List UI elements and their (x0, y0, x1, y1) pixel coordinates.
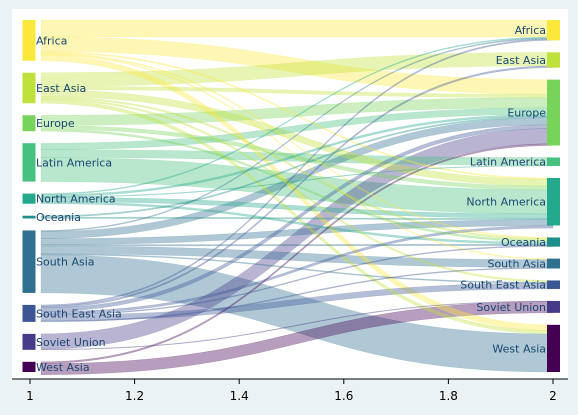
flow-south-asia-to-north-america (40, 219, 554, 245)
nodes-group (22, 20, 560, 372)
x-tick-label-1-2: 1.2 (125, 389, 144, 403)
flow-africa-to-africa (40, 19, 554, 38)
x-tick-label-1-4: 1.4 (230, 389, 249, 403)
left-label-west-asia: West Asia (36, 361, 90, 374)
right-node-soviet-union (547, 300, 560, 313)
x-tick-label-1-6: 1.6 (334, 389, 353, 403)
right-label-north-america: North America (466, 196, 546, 209)
flow-south-asia-to-oceania (40, 243, 554, 247)
right-label-europe: Europe (507, 107, 546, 120)
x-tick-label-2: 2 (549, 389, 557, 403)
left-node-oceania (22, 215, 36, 219)
left-label-north-america: North America (36, 193, 116, 206)
right-node-east-asia (547, 52, 560, 68)
x-tick-label-1-8: 1.8 (439, 389, 458, 403)
right-label-africa: Africa (515, 24, 546, 37)
left-label-oceania: Oceania (36, 211, 81, 224)
left-node-south-east-asia (22, 304, 36, 322)
flow-south-east-asia-to-oceania (40, 245, 554, 316)
left-node-west-asia (22, 361, 36, 372)
right-label-soviet-union: Soviet Union (476, 301, 546, 314)
flow-west-asia-to-soviet-union (40, 301, 554, 375)
right-node-south-asia (547, 258, 560, 269)
left-label-east-asia: East Asia (36, 82, 86, 95)
right-node-south-east-asia (547, 280, 560, 289)
plot-area (12, 9, 568, 379)
right-label-south-asia: South Asia (487, 258, 546, 271)
flow-west-asia-to-europe (40, 143, 554, 364)
flows-group (40, 19, 554, 375)
right-node-west-asia (547, 324, 560, 372)
right-node-europe (547, 79, 560, 146)
x-axis: 1 1.2 1.4 1.6 1.8 2 (12, 378, 568, 403)
right-node-north-america (547, 177, 560, 226)
right-node-oceania (547, 237, 560, 247)
left-node-east-asia (22, 72, 36, 104)
right-node-africa (547, 20, 560, 41)
left-label-europe: Europe (36, 117, 75, 130)
labels-group: Africa East Asia Europe Latin America North … (36, 24, 546, 374)
right-label-south-east-asia: South East Asia (460, 279, 546, 292)
left-label-soviet-union: Soviet Union (36, 336, 106, 349)
left-label-south-asia: South Asia (36, 256, 95, 269)
left-node-north-america (22, 193, 36, 204)
left-node-latin-america (22, 143, 36, 182)
left-node-europe (22, 115, 36, 132)
left-node-south-asia (22, 230, 36, 293)
right-label-latin-america: Latin America (470, 156, 546, 169)
flow-north-america-to-latin-america (40, 165, 554, 198)
left-node-africa (22, 20, 36, 61)
left-node-soviet-union (22, 333, 36, 350)
right-label-oceania: Oceania (501, 236, 546, 249)
right-node-latin-america (547, 157, 560, 166)
flow-south-east-asia-to-north-america (40, 225, 554, 315)
left-label-africa: Africa (36, 34, 67, 47)
left-label-latin-america: Latin America (36, 156, 112, 169)
left-label-south-east-asia: South East Asia (36, 307, 122, 320)
right-label-west-asia: West Asia (492, 342, 546, 355)
x-tick-label-1: 1 (26, 389, 34, 403)
right-label-east-asia: East Asia (496, 54, 546, 67)
